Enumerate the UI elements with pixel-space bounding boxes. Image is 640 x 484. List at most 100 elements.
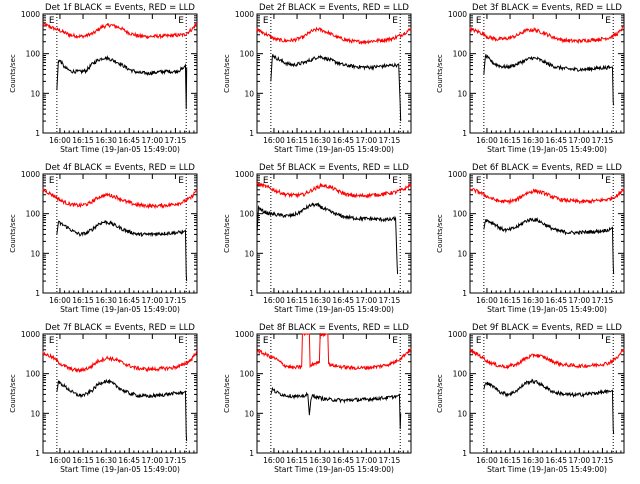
x-tick-label: 17:15 (165, 296, 187, 305)
panel-9: Det 9f BLACK = Events, RED = LLD 1 10 100 10… (436, 323, 625, 474)
panel-title: Det 9f BLACK = Events, RED = LLD (472, 323, 622, 333)
y-tick-label: 1 (249, 449, 254, 458)
y-tick-label: 1 (249, 129, 254, 138)
x-tick-label: 16:15 (72, 296, 94, 305)
x-tick-label: 16:00 (263, 296, 285, 305)
x-tick-label: 17:15 (165, 136, 187, 145)
marker-label-left: E (476, 176, 482, 186)
lld-series-line (469, 25, 625, 45)
plot-frame (42, 333, 198, 454)
x-axis-label: Start Time (19-Jan-05 15:49:00) (60, 305, 180, 314)
x-tick-label: 16:00 (476, 296, 498, 305)
y-tick-label: 1 (462, 449, 467, 458)
marker-label-right: E (392, 16, 398, 26)
lld-series-line (256, 181, 412, 199)
y-axis-label: Counts/sec (9, 214, 17, 253)
x-tick-label: 16:15 (286, 136, 308, 145)
events-series-line (270, 54, 402, 122)
panel-title: Det 3f BLACK = Events, RED = LLD (472, 3, 622, 13)
x-tick-label: 16:00 (476, 136, 498, 145)
y-axis-label: Counts/sec (223, 214, 231, 253)
marker-label-right: E (178, 336, 184, 346)
y-tick-label: 100 (453, 370, 468, 379)
plot-frame (469, 13, 625, 134)
y-tick-label: 100 (26, 370, 41, 379)
marker-label-left: E (476, 16, 482, 26)
y-axis-label: Counts/sec (436, 374, 444, 413)
panel-title: Det 8f BLACK = Events, RED = LLD (259, 323, 409, 333)
y-tick-label: 100 (240, 370, 255, 379)
lld-series-line (469, 348, 625, 370)
x-tick-label: 16:45 (118, 136, 140, 145)
y-tick-label: 10 (457, 89, 467, 98)
panel-title: Det 7f BLACK = Events, RED = LLD (45, 323, 195, 333)
marker-label-left: E (263, 336, 269, 346)
events-series-line (483, 378, 615, 435)
y-tick-label: 1000 (21, 170, 40, 179)
x-tick-label: 16:15 (499, 136, 521, 145)
y-tick-label: 1000 (448, 10, 467, 19)
events-series-line (56, 55, 188, 110)
y-tick-label: 10 (30, 89, 40, 98)
x-tick-label: 17:15 (379, 456, 401, 465)
x-tick-label: 17:00 (569, 136, 591, 145)
x-tick-label: 17:15 (592, 456, 614, 465)
y-tick-label: 10 (457, 249, 467, 258)
y-tick-label: 100 (453, 50, 468, 59)
lld-series-line (42, 21, 198, 40)
x-axis-label: Start Time (19-Jan-05 15:49:00) (487, 305, 607, 314)
x-tick-label: 17:00 (356, 296, 378, 305)
x-tick-label: 16:30 (95, 456, 117, 465)
x-tick-label: 16:15 (72, 136, 94, 145)
x-tick-label: 16:30 (522, 136, 544, 145)
x-tick-label: 16:45 (545, 296, 567, 305)
x-tick-label: 16:30 (309, 296, 331, 305)
y-axis-label: Counts/sec (9, 374, 17, 413)
panel-title: Det 4f BLACK = Events, RED = LLD (45, 163, 195, 173)
panel-1: Det 1f BLACK = Events, RED = LLD 1 10 100 10… (9, 3, 198, 154)
x-tick-label: 16:00 (49, 296, 71, 305)
x-tick-label: 16:15 (499, 296, 521, 305)
marker-label-left: E (263, 176, 269, 186)
y-tick-label: 1000 (235, 330, 254, 339)
y-tick-label: 1000 (448, 330, 467, 339)
x-axis-label: Start Time (19-Jan-05 15:49:00) (60, 465, 180, 474)
marker-label-right: E (605, 336, 611, 346)
marker-label-left: E (49, 176, 55, 186)
y-axis-label: Counts/sec (9, 54, 17, 93)
y-tick-label: 1 (462, 129, 467, 138)
events-series-line (483, 54, 615, 106)
x-axis-label: Start Time (19-Jan-05 15:49:00) (274, 305, 394, 314)
x-tick-label: 16:45 (332, 136, 354, 145)
panel-7: Det 7f BLACK = Events, RED = LLD 1 10 100 10… (9, 323, 198, 474)
x-tick-label: 17:15 (379, 296, 401, 305)
events-series-line (270, 386, 402, 430)
marker-label-right: E (605, 176, 611, 186)
x-tick-label: 16:45 (332, 296, 354, 305)
x-tick-label: 16:15 (286, 456, 308, 465)
x-tick-label: 17:15 (592, 296, 614, 305)
lld-series-line (42, 350, 198, 374)
x-tick-label: 17:15 (379, 136, 401, 145)
x-tick-label: 17:15 (165, 456, 187, 465)
panel-5: Det 5f BLACK = Events, RED = LLD 1 10 100 10… (223, 163, 412, 314)
marker-label-right: E (178, 16, 184, 26)
x-axis-label: Start Time (19-Jan-05 15:49:00) (274, 465, 394, 474)
x-tick-label: 16:45 (545, 136, 567, 145)
lld-series-line (42, 188, 198, 210)
x-tick-label: 16:15 (286, 296, 308, 305)
y-tick-label: 10 (244, 249, 254, 258)
x-tick-label: 16:00 (263, 136, 285, 145)
panel-title: Det 5f BLACK = Events, RED = LLD (259, 163, 409, 173)
x-tick-label: 16:30 (95, 296, 117, 305)
lld-series-line (256, 332, 412, 371)
events-series-line (56, 219, 188, 282)
x-tick-label: 17:15 (592, 136, 614, 145)
y-tick-label: 100 (453, 210, 468, 219)
y-axis-label: Counts/sec (436, 214, 444, 253)
x-axis-label: Start Time (19-Jan-05 15:49:00) (487, 145, 607, 154)
panel-2: Det 2f BLACK = Events, RED = LLD 1 10 100 10… (223, 3, 412, 154)
y-axis-label: Counts/sec (223, 374, 231, 413)
